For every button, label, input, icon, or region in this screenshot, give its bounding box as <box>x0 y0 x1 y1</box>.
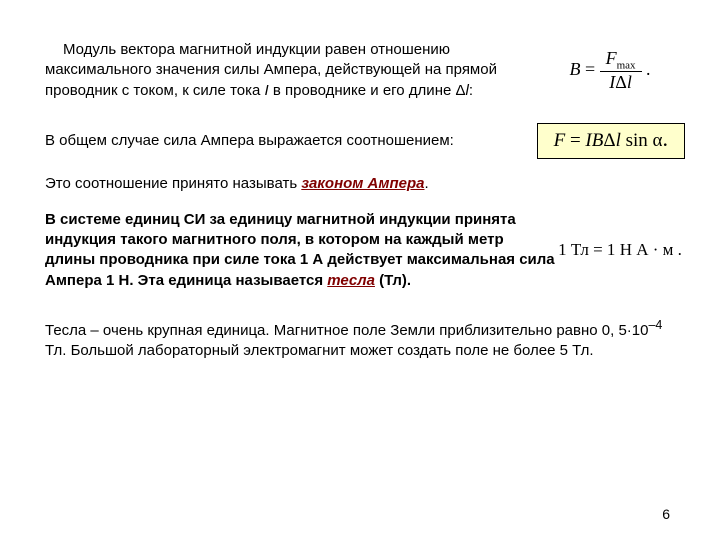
period: . <box>646 59 651 79</box>
exponent: –4 <box>648 318 662 332</box>
fraction: Fmax IΔl <box>600 48 642 94</box>
si-unit-text: В системе единиц СИ за единицу магнитной… <box>35 210 555 291</box>
text: Тесла – очень крупная единица. Магнитное… <box>45 322 648 339</box>
lhs: 1 Тл = 1 <box>558 240 615 259</box>
numerator: Н <box>620 240 632 259</box>
general-case-row: В общем случае сила Ампера выражается со… <box>35 123 685 159</box>
text: в проводнике и его длине Δ <box>269 82 466 99</box>
tesla-note-text: Тесла – очень крупная единица. Магнитное… <box>35 317 685 362</box>
lhs: B <box>569 59 580 79</box>
si-unit-row: В системе единиц СИ за единицу магнитной… <box>35 210 685 291</box>
ampere-formula-box: F = IBΔl sin α. <box>537 123 685 159</box>
general-case-text: В общем случае сила Ампера выражается со… <box>35 131 537 151</box>
period: . <box>678 240 682 259</box>
text: : <box>469 82 473 99</box>
text: Тл. Большой лабораторный электромагнит м… <box>45 342 594 359</box>
text: . <box>425 175 429 192</box>
text: (Тл). <box>375 272 411 289</box>
formula-B: B = Fmax IΔl . <box>535 48 685 94</box>
fraction: Н А · м <box>620 240 678 259</box>
numerator: Fmax <box>600 48 642 73</box>
F: F <box>554 130 566 151</box>
definition-row: Модуль вектора магнитной индукции равен … <box>35 40 685 101</box>
text: Это соотношение принято называть <box>45 175 301 192</box>
text: В системе единиц СИ за единицу магнитной… <box>45 211 555 289</box>
equals: = <box>585 59 600 79</box>
denominator: А · м <box>636 240 673 259</box>
denominator: IΔl <box>600 72 642 93</box>
law-name-text: Это соотношение принято называть законом… <box>35 175 685 192</box>
tesla-unit-name: тесла <box>327 272 375 289</box>
page-number: 6 <box>662 506 670 522</box>
definition-text: Модуль вектора магнитной индукции равен … <box>35 40 535 101</box>
tesla-formula: 1 Тл = 1 Н А · м . <box>555 240 685 260</box>
ampere-law-name: законом Ампера <box>301 175 424 192</box>
